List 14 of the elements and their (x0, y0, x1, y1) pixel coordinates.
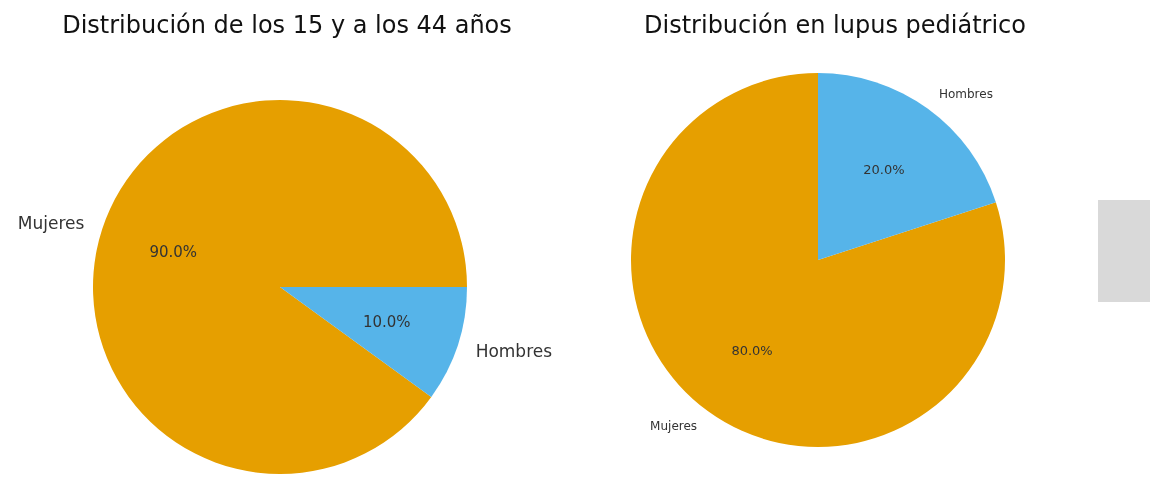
data-label: 90.0% (149, 243, 198, 262)
pie-slice (631, 73, 1005, 447)
data-label: 10.0% (362, 312, 411, 331)
pie-slice (93, 100, 467, 474)
chart-title: Distribución en lupus pediátrico (644, 11, 1026, 39)
data-label: 20.0% (863, 161, 905, 177)
pie-slice (280, 287, 467, 397)
slice-label: Mujeres (17, 213, 85, 234)
chart-title: Distribución de los 15 y a los 44 años (62, 11, 512, 39)
data-label: 80.0% (731, 343, 773, 359)
slice-label: Hombres (938, 86, 993, 101)
slice-label: Mujeres (650, 419, 698, 434)
pie-slice (818, 73, 996, 260)
slice-label: Hombres (475, 340, 553, 361)
